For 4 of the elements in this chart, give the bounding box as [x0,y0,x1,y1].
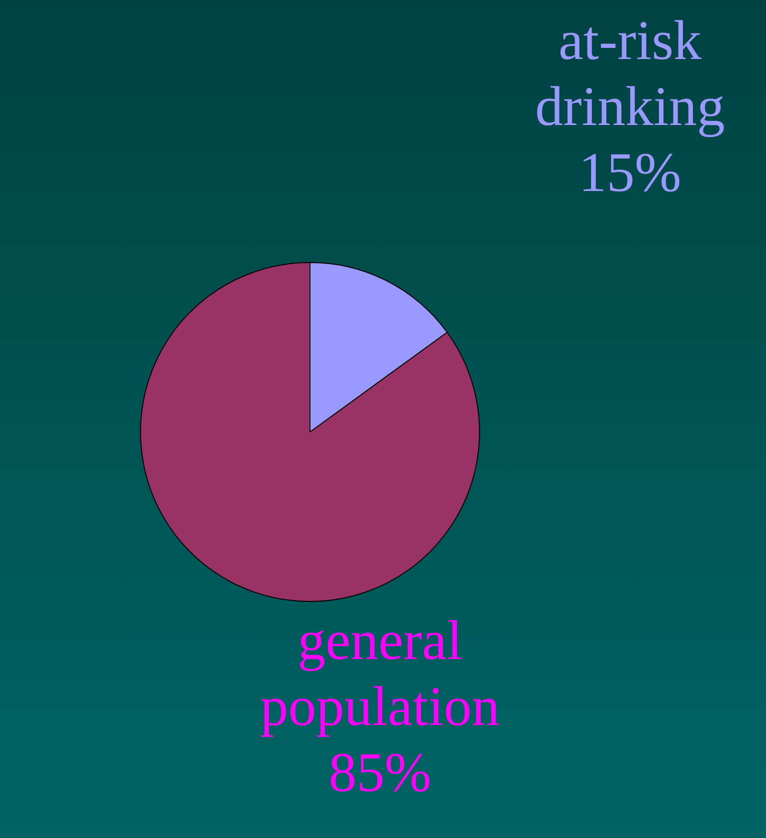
data-label: 15% [578,141,682,206]
slice-label: at-risk drinking [534,9,726,140]
slice-label: general population [259,609,501,740]
data-label: 85% [328,741,432,806]
